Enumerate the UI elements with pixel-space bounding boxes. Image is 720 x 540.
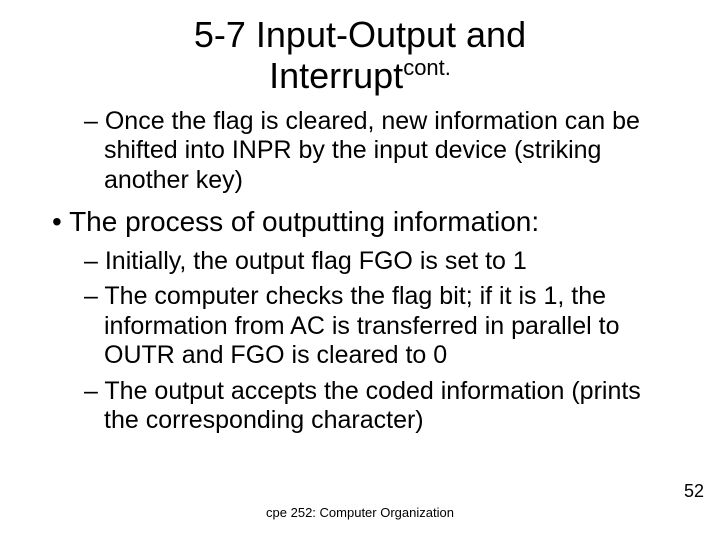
title-line1: 5-7 Input-Output and <box>194 14 526 55</box>
main-bullet: • The process of outputting information: <box>40 205 680 239</box>
sub-bullet-pre: – Once the flag is cleared, new informat… <box>40 107 680 196</box>
footer-text: cpe 252: Computer Organization <box>0 505 720 520</box>
sub-bullet-1: – Initially, the output flag FGO is set … <box>40 247 680 277</box>
title-line2-sup: cont. <box>403 55 451 80</box>
sub-bullet-3: – The output accepts the coded informati… <box>40 377 680 436</box>
title-line2-main: Interrupt <box>269 55 403 96</box>
slide: 5-7 Input-Output and Interruptcont. – On… <box>0 0 720 540</box>
slide-title: 5-7 Input-Output and Interruptcont. <box>0 0 720 97</box>
slide-body: – Once the flag is cleared, new informat… <box>0 97 720 436</box>
sub-bullet-2: – The computer checks the flag bit; if i… <box>40 282 680 371</box>
page-number: 52 <box>684 481 704 502</box>
